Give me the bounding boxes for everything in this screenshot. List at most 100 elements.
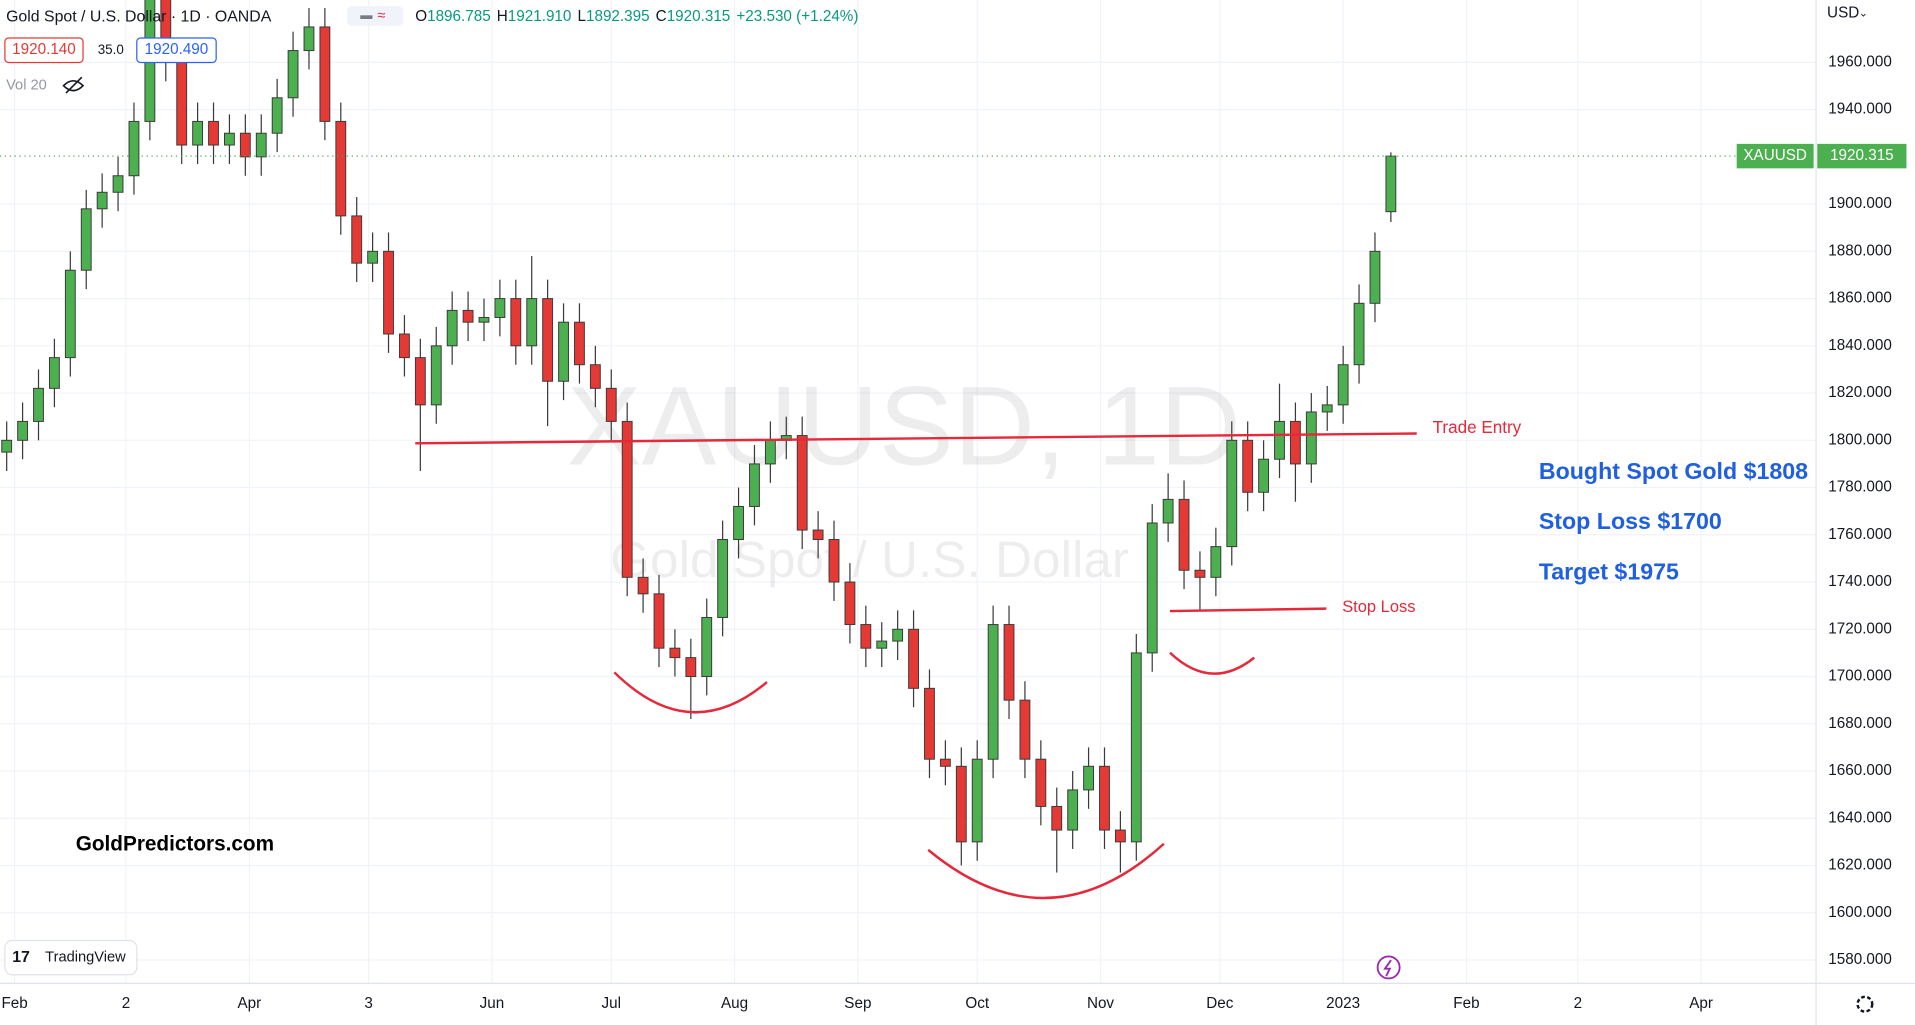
event-bolt [1383, 959, 1392, 977]
candle-body [430, 345, 442, 406]
candle-body [383, 250, 394, 335]
candle-body [1035, 758, 1047, 807]
settings-icon[interactable] [1856, 995, 1874, 1013]
volume-label: Vol 20 [6, 78, 47, 94]
y-tick-label: 1780.000 [1828, 479, 1892, 496]
candle-body [224, 132, 235, 146]
event-icon[interactable] [1376, 955, 1401, 980]
candle-body [287, 50, 299, 99]
currency[interactable]: USD [1827, 4, 1859, 21]
symbol-title[interactable]: Gold Spot / U.S. Dollar · 1D · OANDA [6, 8, 272, 25]
price-badge-text: 1920.315 [1830, 147, 1894, 164]
candle-body [1, 439, 13, 453]
y-tick-label: 1580.000 [1828, 951, 1892, 968]
arc-left [613, 671, 768, 714]
x-tick-label: 2023 [1326, 995, 1360, 1012]
ohlc-value: 1920.315 [667, 8, 731, 25]
logo-text: TradingView [45, 950, 126, 966]
y-tick-label: 1940.000 [1828, 101, 1892, 118]
candle-body [414, 357, 426, 406]
symbol-badge-text: XAUUSD [1743, 147, 1807, 164]
candle-body [1321, 404, 1333, 413]
candle-body [494, 298, 506, 318]
candle-body [271, 97, 283, 134]
ask: 1920.490 [145, 41, 209, 58]
candle-body [1353, 302, 1365, 366]
x-tick-label: 3 [364, 995, 372, 1012]
drawings [415, 432, 1417, 900]
candle-body [319, 26, 331, 122]
grid [0, 0, 1817, 984]
ask-box[interactable] [136, 37, 217, 64]
bid-box[interactable] [4, 37, 84, 64]
candle-body [717, 539, 729, 618]
note: Stop Loss $1700 [1539, 508, 1722, 534]
y-tick-label: 1900.000 [1828, 195, 1892, 212]
candle-body [860, 624, 872, 649]
candle-body [367, 250, 379, 264]
candle-body [192, 120, 204, 146]
candle-body [446, 309, 458, 347]
candle-body [1226, 439, 1238, 548]
watermark-sub: Gold Spot / U.S. Dollar [610, 531, 1129, 588]
ohlc-value: 1921.910 [508, 8, 572, 25]
candle-body [96, 191, 108, 210]
watermark: XAUUSD, 1D [567, 362, 1241, 488]
y-tick-label: 1640.000 [1828, 809, 1892, 826]
candle-body [48, 357, 60, 389]
ohlc-key: L [578, 8, 586, 25]
icon: ≈ [377, 8, 385, 24]
ohlc-value: 1896.785 [427, 8, 491, 25]
y-tick-label: 1680.000 [1828, 715, 1892, 732]
candle-body [574, 321, 585, 366]
x-tick-label: Apr [1689, 995, 1713, 1012]
x-tick-label: Dec [1206, 995, 1233, 1012]
ohlc-key: C [656, 8, 667, 25]
candle-body [1337, 364, 1349, 406]
ohlc-key: H [497, 8, 508, 25]
last-price: XAUUSD 1920.315 [0, 143, 1907, 169]
candle-body [1274, 420, 1285, 460]
candle-body [796, 435, 808, 531]
candle-body [112, 175, 124, 193]
eye-icon[interactable] [62, 76, 85, 94]
candle-body [526, 298, 538, 347]
candle-body [542, 298, 554, 382]
candle-body [685, 657, 697, 678]
x-tick-label: Jul [602, 995, 621, 1012]
candle-body [1385, 155, 1397, 213]
ohlc-value: 1892.395 [586, 8, 650, 25]
candle-body [908, 628, 919, 689]
candle-body [1162, 498, 1174, 524]
x-tick-label: Feb [1453, 995, 1479, 1012]
candle-body [733, 505, 744, 541]
symbol-badge [1736, 143, 1814, 169]
y-tick-label: 1620.000 [1828, 857, 1892, 874]
candle-body [1258, 458, 1270, 493]
candle-body [1114, 829, 1126, 843]
candle-body [955, 765, 967, 843]
header-icons[interactable] [346, 6, 404, 26]
candle-body [605, 387, 617, 422]
candles [1, 0, 1397, 873]
arc-right [1169, 651, 1256, 675]
candle-body [33, 387, 44, 422]
candle-body [1083, 765, 1094, 791]
candle-body [924, 687, 935, 760]
candle-body [1019, 699, 1031, 760]
candle-body [701, 616, 713, 678]
x-tick-label: Nov [1087, 995, 1114, 1012]
arc-bottom [927, 842, 1165, 900]
candle-body [939, 758, 951, 767]
x-tick-label: Aug [721, 995, 748, 1012]
y-tick-label: 1660.000 [1828, 762, 1892, 779]
candle-body [1194, 569, 1206, 578]
logo-box[interactable] [4, 939, 138, 976]
candle-body [1289, 420, 1301, 465]
ohlc-key: O [415, 8, 427, 25]
y-tick-label: 1600.000 [1828, 904, 1892, 921]
site-label: GoldPredictors.com [76, 832, 274, 855]
trade-entry-label: Trade Entry [1433, 418, 1522, 437]
x-tick-label: Jun [480, 995, 505, 1012]
icon: ▬ [360, 8, 373, 22]
